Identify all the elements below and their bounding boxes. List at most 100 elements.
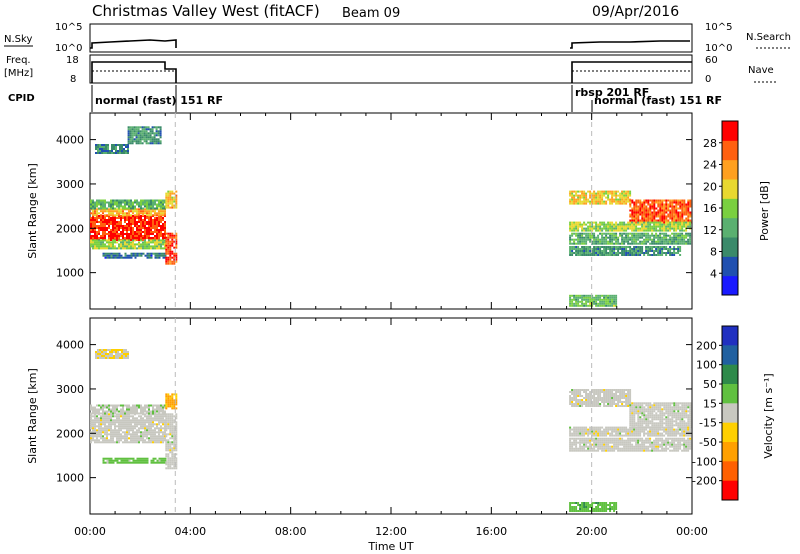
data-cell: [156, 435, 158, 438]
data-cell: [148, 231, 150, 233]
data-cell: [675, 236, 678, 239]
data-cell: [162, 247, 164, 250]
colorbar-segment: [722, 179, 738, 199]
data-cell: [583, 227, 586, 230]
data-cell: [98, 433, 100, 436]
data-cell: [577, 200, 580, 203]
data-cell: [613, 298, 616, 301]
data-cell: [619, 221, 622, 224]
data-cell: [104, 225, 106, 227]
data-cell: [156, 431, 158, 434]
data-cell: [639, 246, 642, 248]
data-cell: [110, 256, 113, 259]
data-cell: [601, 449, 604, 452]
data-cell: [625, 190, 628, 193]
data-cell: [581, 449, 584, 452]
data-cell: [595, 439, 598, 442]
data-cell: [118, 221, 120, 223]
data-cell: [102, 203, 104, 206]
data-cell: [158, 419, 160, 422]
data-cell: [169, 443, 172, 446]
data-cell: [621, 428, 624, 431]
data-cell: [150, 433, 152, 436]
data-cell: [595, 443, 598, 446]
data-cell: [597, 196, 600, 199]
data-cell: [609, 192, 612, 195]
data-cell: [601, 391, 604, 393]
freq-trace-morning: [91, 61, 177, 83]
data-cell: [615, 391, 618, 393]
data-cell: [158, 241, 160, 244]
data-cell: [569, 200, 572, 203]
data-cell: [671, 424, 674, 427]
data-cell: [112, 221, 114, 223]
data-cell: [625, 403, 628, 405]
data-cell: [645, 219, 648, 222]
data-cell: [677, 424, 680, 427]
data-cell: [579, 294, 582, 297]
data-cell: [645, 240, 648, 243]
data-cell: [123, 148, 125, 150]
data-cell: [156, 237, 158, 239]
data-cell: [169, 403, 172, 406]
data-cell: [623, 246, 626, 248]
data-cell: [126, 199, 128, 202]
data-cell: [641, 404, 644, 407]
data-cell: [583, 437, 586, 440]
data-cell: [164, 229, 166, 231]
data-cell: [120, 415, 122, 418]
data-cell: [609, 304, 612, 307]
data-cell: [679, 238, 682, 241]
data-cell: [98, 427, 100, 430]
data-cell: [120, 421, 122, 424]
data-cell: [169, 467, 172, 470]
freq-label: Freq.: [6, 55, 31, 66]
data-cell: [156, 441, 158, 444]
data-cell: [637, 199, 640, 202]
data-cell: [593, 225, 596, 228]
data-cell: [171, 202, 174, 205]
data-cell: [593, 234, 596, 237]
data-cell: [639, 221, 642, 224]
data-cell: [643, 229, 646, 232]
data-cell: [122, 229, 124, 231]
data-cell: [669, 422, 672, 425]
data-cell: [687, 238, 690, 241]
data-cell: [637, 410, 640, 413]
data-cell: [145, 134, 148, 137]
data-cell: [645, 252, 648, 254]
data-cell: [657, 213, 660, 216]
data-cell: [657, 426, 660, 429]
data-cell: [633, 240, 636, 243]
data-cell: [124, 217, 126, 219]
data-cell: [144, 413, 146, 416]
data-cell: [639, 203, 642, 206]
data-cell: [96, 433, 98, 436]
data-cell: [116, 421, 118, 424]
data-cell: [146, 431, 148, 434]
data-cell: [609, 298, 612, 301]
data-cell: [152, 431, 154, 434]
data-cell: [154, 256, 157, 259]
data-cell: [120, 203, 122, 206]
data-cell: [609, 232, 612, 235]
data-cell: [142, 433, 144, 436]
data-cell: [683, 412, 686, 415]
data-cell: [118, 252, 121, 255]
data-cell: [150, 459, 153, 462]
data-cell: [601, 426, 604, 429]
data-cell: [173, 403, 176, 406]
data-cell: [663, 242, 666, 245]
data-cell: [92, 214, 94, 217]
data-cell: [126, 223, 128, 225]
data-cell: [94, 435, 96, 438]
data-cell: [613, 434, 616, 437]
data-cell: [175, 194, 178, 197]
data-cell: [92, 207, 94, 210]
data-cell: [140, 201, 142, 204]
data-cell: [599, 397, 602, 399]
data-cell: [689, 238, 692, 241]
data-cell: [167, 449, 170, 452]
data-cell: [615, 225, 618, 228]
data-cell: [573, 200, 576, 203]
